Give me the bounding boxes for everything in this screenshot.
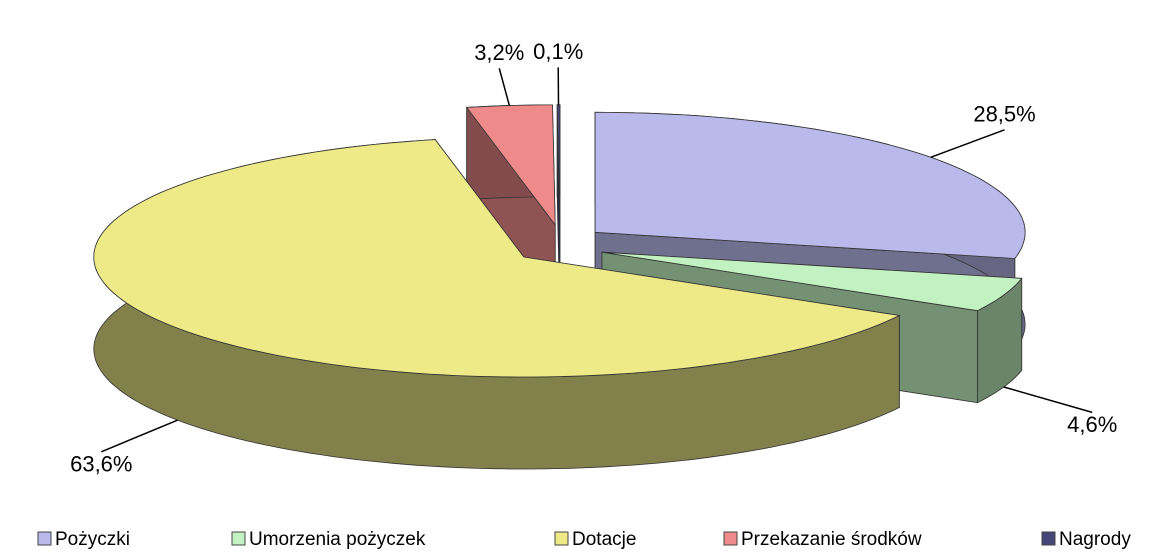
legend-swatch	[724, 532, 737, 545]
legend-text: Nagrody	[1059, 529, 1131, 550]
legend-swatch	[38, 532, 51, 545]
leader-line	[1004, 387, 1092, 412]
data-label: 0,1%	[533, 39, 583, 64]
legend-swatch	[555, 532, 568, 545]
legend-text: Przekazanie środków	[741, 529, 922, 550]
leader-line	[499, 68, 509, 105]
data-label: 3,2%	[474, 40, 524, 65]
legend-text: Umorzenia pożyczek	[249, 529, 426, 550]
data-label: 4,6%	[1067, 412, 1117, 437]
leader-line	[931, 130, 1005, 158]
legend-swatch	[232, 532, 245, 545]
leader-line	[101, 420, 177, 452]
data-label: 63,6%	[70, 452, 132, 477]
legend-text: Pożyczki	[55, 529, 130, 550]
legend-swatch	[1042, 532, 1055, 545]
slice-top	[595, 112, 1025, 258]
legend-text: Dotacje	[572, 529, 636, 550]
data-label: 28,5%	[973, 102, 1035, 127]
